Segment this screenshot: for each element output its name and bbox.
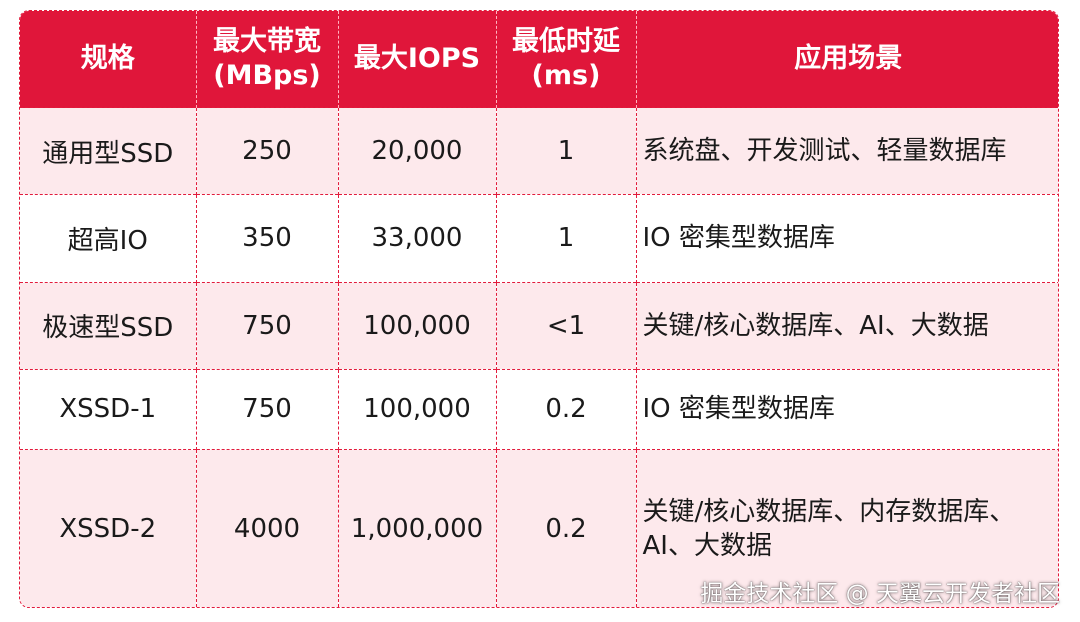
header-latency-label: 最低时延: [512, 26, 620, 57]
table-row: 极速型SSD 750 100,000 <1 关键/核心数据库、AI、大数据: [20, 281, 1058, 370]
cell-bandwidth: 750: [196, 368, 339, 450]
cell-spec: XSSD-1: [20, 368, 197, 450]
cell-scenario: 关键/核心数据库、内存数据库、AI、大数据: [636, 449, 1058, 607]
cell-latency: 0.2: [496, 449, 637, 607]
header-iops: 最大IOPS: [338, 11, 497, 108]
cell-bandwidth: 750: [196, 281, 339, 370]
cell-latency: 0.2: [496, 368, 637, 450]
cell-scenario: IO 密集型数据库: [636, 194, 1058, 283]
header-latency-unit: (ms): [531, 60, 601, 91]
table-row: XSSD-2 4000 1,000,000 0.2 关键/核心数据库、内存数据库…: [20, 449, 1058, 607]
cell-iops: 1,000,000: [338, 449, 497, 607]
header-bandwidth-label: 最大带宽: [213, 26, 321, 57]
watermark-text: 掘金技术社区 @ 天翼云开发者社区: [700, 581, 1060, 607]
header-bandwidth: 最大带宽 (MBps): [196, 11, 339, 108]
cell-iops: 100,000: [338, 281, 497, 370]
cell-scenario: 系统盘、开发测试、轻量数据库: [636, 106, 1058, 195]
header-scenario: 应用场景: [636, 11, 1058, 108]
cell-spec: XSSD-2: [20, 449, 197, 607]
cell-latency: <1: [496, 281, 637, 370]
cell-latency: 1: [496, 194, 637, 283]
cell-spec: 极速型SSD: [20, 281, 197, 370]
cell-bandwidth: 350: [196, 194, 339, 283]
cell-latency: 1: [496, 106, 637, 195]
cell-iops: 100,000: [338, 368, 497, 450]
header-iops-label: 最大IOPS: [353, 43, 481, 74]
header-scenario-label: 应用场景: [794, 43, 903, 74]
table-row: XSSD-1 750 100,000 0.2 IO 密集型数据库: [20, 368, 1058, 450]
header-row: 规格 最大带宽 (MBps) 最大IOPS 最低时延 (ms) 应用场景: [20, 11, 1058, 108]
cell-bandwidth: 250: [196, 106, 339, 195]
header-spec-label: 规格: [80, 43, 135, 74]
header-spec: 规格: [20, 11, 197, 108]
spec-table: 规格 最大带宽 (MBps) 最大IOPS 最低时延 (ms) 应用场景 通用型SS…: [20, 11, 1058, 607]
cell-scenario: 关键/核心数据库、AI、大数据: [636, 281, 1058, 370]
cell-bandwidth: 4000: [196, 449, 339, 607]
spec-table-container: 规格 最大带宽 (MBps) 最大IOPS 最低时延 (ms) 应用场景 通用型SS…: [19, 10, 1059, 608]
cell-iops: 33,000: [338, 194, 497, 283]
cell-spec: 通用型SSD: [20, 106, 197, 195]
cell-iops: 20,000: [338, 106, 497, 195]
table-row: 通用型SSD 250 20,000 1 系统盘、开发测试、轻量数据库: [20, 106, 1058, 195]
table-row: 超高IO 350 33,000 1 IO 密集型数据库: [20, 194, 1058, 283]
cell-scenario: IO 密集型数据库: [636, 368, 1058, 450]
header-bandwidth-unit: (MBps): [213, 60, 321, 91]
header-latency: 最低时延 (ms): [496, 11, 637, 108]
cell-spec: 超高IO: [20, 194, 197, 283]
